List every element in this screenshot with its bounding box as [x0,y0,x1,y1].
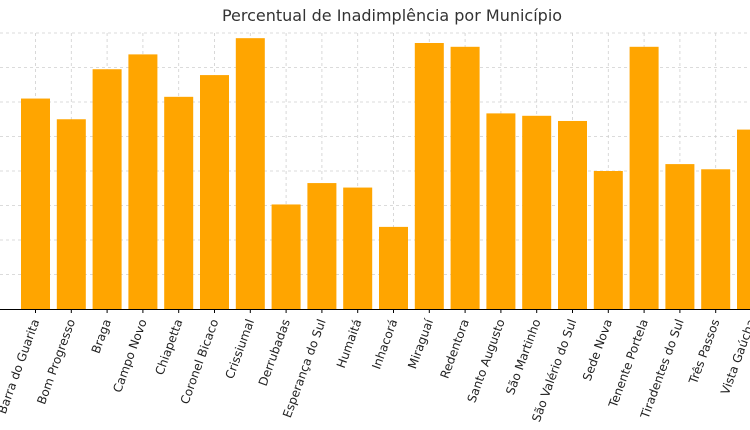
bar [343,187,373,309]
x-tick-label: São Martinho [503,317,543,396]
bar [665,164,695,309]
x-tick-label: Humaitá [334,317,365,370]
bar [737,129,750,309]
chart-title: Percentual de Inadimplência por Municípi… [222,6,562,25]
x-tick-label: Três Passos [686,317,723,386]
x-tick-label: Braga [89,317,114,355]
x-tick-label: Bom Progresso [34,317,78,406]
x-tick-label: Santo Augusto [465,317,508,404]
bar [522,115,552,309]
bar [235,38,265,310]
x-tick-label: Miraguaí [405,317,436,371]
bar [379,226,408,309]
bar [21,98,50,309]
x-tick-label: Derrubadas [256,317,293,388]
bar [92,69,122,309]
bar [486,113,516,309]
x-tick-label: Crissiumal [223,317,258,380]
x-tick-label: Vista Gaúcha [718,317,750,396]
bar [164,96,194,309]
x-tick-label: Sede Nova [580,317,615,382]
bar [558,120,587,309]
x-tick-label: Redentora [438,317,472,380]
bar [271,204,301,309]
bar [414,43,444,309]
bar [200,75,229,309]
x-tick-label: Chiapetta [152,317,185,377]
bar [450,46,480,310]
x-tick-label: Inhacorá [369,317,400,371]
bars [21,38,750,310]
x-tick-label: Coronel Bicaco [178,317,222,406]
bar [701,169,731,309]
bar [629,46,659,310]
bar [56,119,86,309]
bar [128,54,158,309]
x-ticks [35,309,717,313]
bar [307,183,337,309]
bar [593,171,623,309]
x-tick-label: Campo Novo [110,317,149,394]
